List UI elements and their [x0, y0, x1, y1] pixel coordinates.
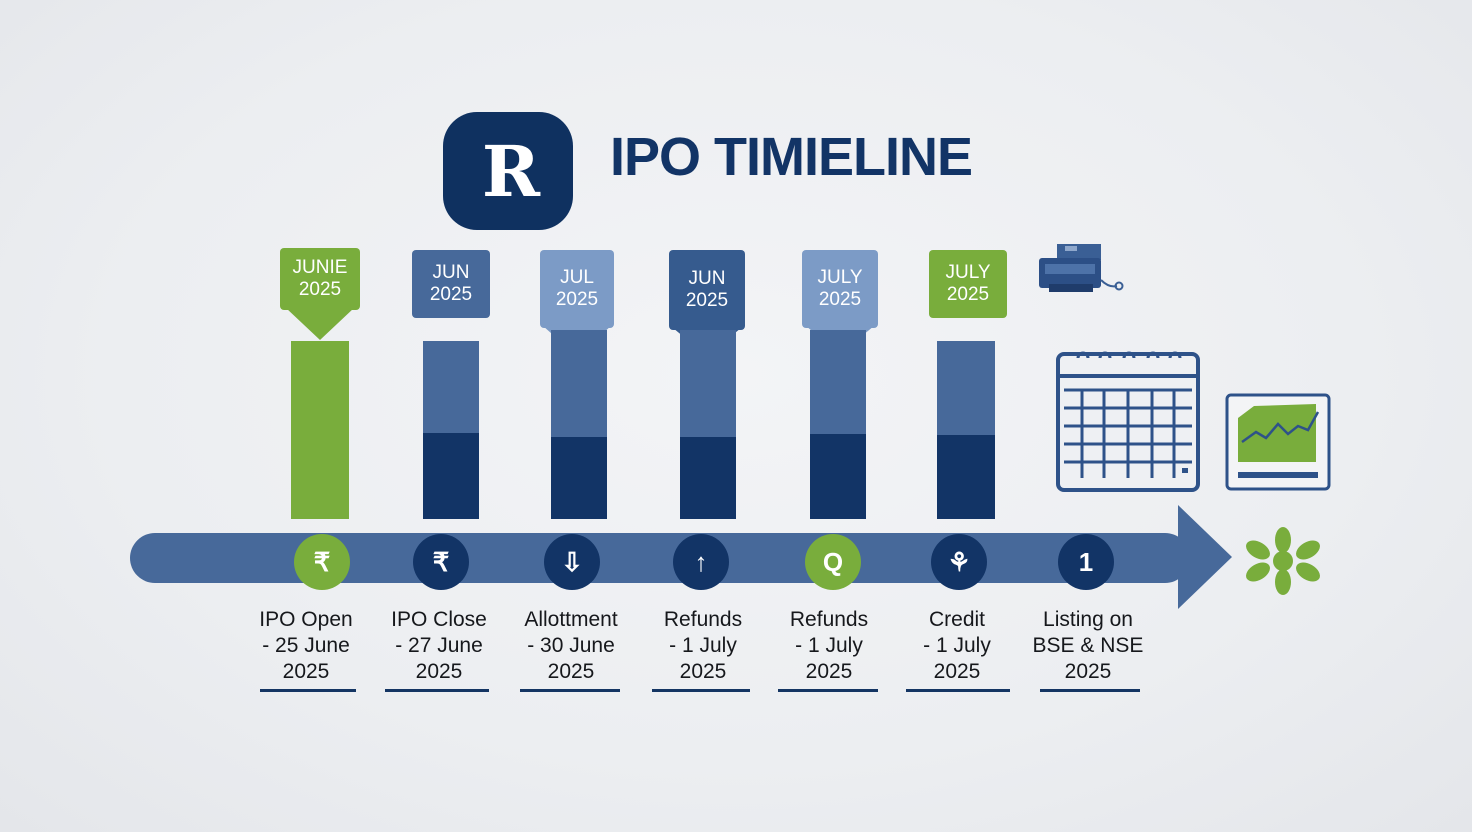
- logo-letter: R: [481, 129, 540, 213]
- step-label-listing: Listing on BSE & NSE 2025: [1032, 608, 1144, 683]
- bar-5: [810, 330, 866, 519]
- credit-icon: ⚘: [931, 534, 987, 590]
- bar-segment-upper: [680, 330, 736, 437]
- bar-3: [551, 330, 607, 519]
- bar-1: [291, 341, 349, 519]
- step-label-refunds: Refunds - 1 July 2025: [663, 608, 743, 683]
- date-tag-text: JUN 2025: [685, 268, 729, 311]
- bar-segment-upper: [423, 341, 479, 433]
- bar-segment-lower: [810, 434, 866, 519]
- bar-segment-upper: [810, 330, 866, 434]
- bar-segment-lower: [937, 435, 995, 519]
- bar-segment-upper: [551, 330, 607, 437]
- bar-4: [680, 330, 736, 519]
- date-tag-text: JULY 2025: [817, 267, 863, 310]
- date-tag-text: JUNIE 2025: [292, 257, 348, 300]
- date-tag-3: JUL 2025: [540, 250, 614, 328]
- page-title: IPO TIMIELINE: [610, 127, 973, 187]
- bar-segment-upper: [937, 341, 995, 435]
- label-underline: [385, 689, 489, 692]
- step-label-credit: Credit - 1 July 2025: [923, 608, 991, 683]
- bar-2: [423, 341, 479, 519]
- bar-segment-lower: [680, 437, 736, 519]
- label-underline: [906, 689, 1010, 692]
- calendar-icon: [1056, 351, 1200, 492]
- step-label-ipo-open: IPO Open - 25 June 2025: [259, 608, 353, 683]
- refresh-icon: Q: [805, 534, 861, 590]
- timeline-arrow: [130, 533, 1190, 583]
- label-underline: [260, 689, 356, 692]
- date-tag-2: JUN 2025: [412, 250, 490, 318]
- label-underline: [1040, 689, 1140, 692]
- rupee-icon: ₹: [294, 534, 350, 590]
- date-tag-1: JUNIE 2025: [280, 248, 360, 310]
- date-tag-text: JUN 2025: [429, 262, 473, 305]
- number-one-icon: 1: [1058, 534, 1114, 590]
- rupee-icon: ₹: [413, 534, 469, 590]
- up-arrow-icon: ↑: [673, 534, 729, 590]
- asterisk-icon: [1246, 527, 1320, 595]
- step-label-refunds-2: Refunds - 1 July 2025: [789, 608, 869, 683]
- bar-segment: [291, 341, 349, 519]
- date-tag-text: JULY 2025: [945, 262, 991, 305]
- stock-chart-icon: [1225, 393, 1331, 491]
- bar-6: [937, 341, 995, 519]
- date-tag-4: JUN 2025: [669, 250, 745, 330]
- download-arrow-icon: ⇩: [544, 534, 600, 590]
- date-tag-text: JUL 2025: [555, 267, 599, 310]
- logo: R: [443, 112, 573, 230]
- date-tag-6: JULY 2025: [929, 250, 1007, 318]
- label-underline: [652, 689, 750, 692]
- printer-icon: [1039, 244, 1124, 292]
- tag-pointer: [286, 308, 354, 340]
- step-label-allotment: Allottment - 30 June 2025: [524, 608, 618, 683]
- bar-segment-lower: [551, 437, 607, 519]
- date-tag-5: JULY 2025: [802, 250, 878, 328]
- bar-segment-lower: [423, 433, 479, 519]
- timeline-arrow-head: [1178, 505, 1232, 609]
- label-underline: [778, 689, 878, 692]
- label-underline: [520, 689, 620, 692]
- step-label-ipo-close: IPO Close - 27 June 2025: [391, 608, 487, 683]
